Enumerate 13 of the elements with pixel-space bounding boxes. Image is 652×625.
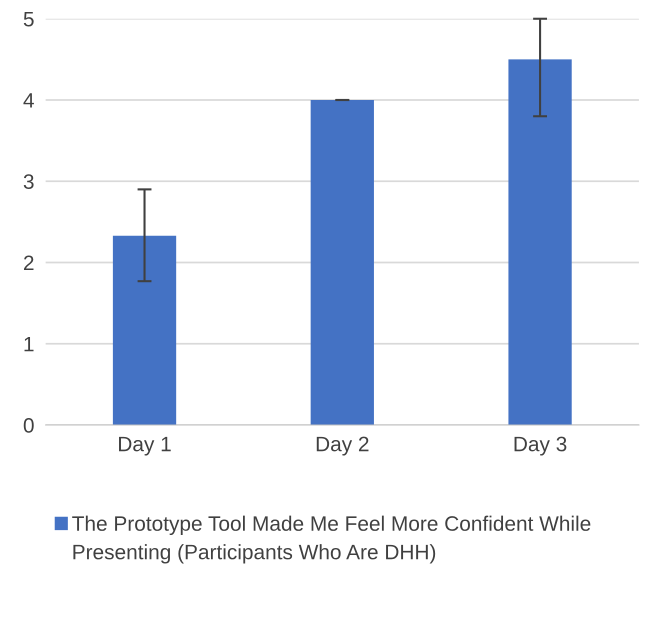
y-tick-label: 0: [24, 418, 34, 433]
y-tick-label: 3: [24, 174, 34, 190]
y-tick-label: 1: [24, 336, 34, 352]
bar: [112, 236, 176, 425]
y-tick-label: 5: [24, 12, 34, 27]
x-tick-label: Day 1: [119, 436, 171, 456]
bar: [310, 100, 374, 425]
y-tick-label: 4: [23, 93, 34, 108]
legend-label: The Prototype Tool Made Me Feel More Confident While Presenting (Participants Who Are DHH): [72, 516, 590, 564]
x-tick-label: Day 2: [316, 436, 368, 456]
x-tick-label: Day 3: [514, 436, 566, 456]
bar: [508, 59, 572, 425]
y-tick-label: 2: [24, 256, 34, 270]
